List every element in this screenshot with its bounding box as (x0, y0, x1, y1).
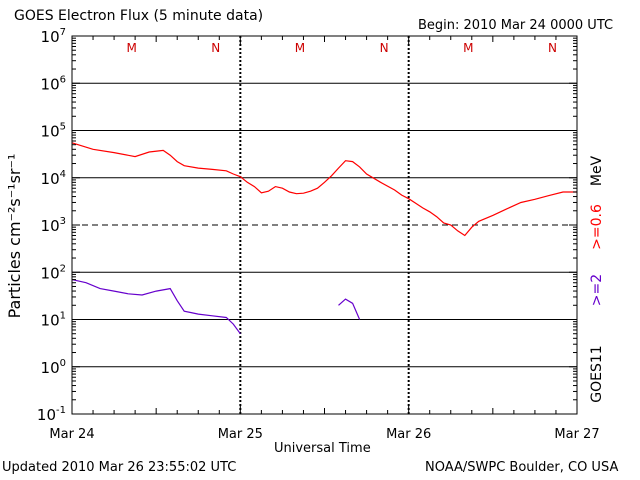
label-satellite: GOES11 (589, 345, 605, 402)
y-axis-label: Particles cm⁻²s⁻¹sr⁻¹ (5, 154, 24, 319)
axis-ticks (71, 36, 578, 415)
credit-line: NOAA/SWPC Boulder, CO USA (425, 460, 619, 475)
y-tick-label: 102 (41, 263, 66, 282)
y-axis-label-main: Particles cm⁻²s⁻¹sr⁻¹ (5, 154, 24, 319)
y-tick-label: 10-1 (37, 405, 66, 424)
begin-label: Begin: 2010 Mar 24 0000 UTC (418, 18, 614, 33)
y-tick-label: 101 (41, 311, 66, 330)
flux-series (71, 142, 577, 335)
y-tick-label: 103 (41, 216, 66, 235)
series-line-lo-energy (71, 279, 241, 335)
updated-timestamp: Updated 2010 Mar 26 23:55:02 UTC (2, 460, 237, 475)
chart-title: GOES Electron Flux (5 minute data) (14, 8, 264, 24)
mn-marker: M (126, 41, 136, 55)
right-side-labels: MeV >=0.6 >=2 GOES11 (589, 155, 605, 402)
x-tick-label: Mar 24 (49, 427, 94, 442)
mn-marker: M (463, 41, 473, 55)
y-tick-labels: 107 106 105 104 103 102 101 100 10-1 (37, 27, 66, 424)
series-line-lo-energy-peak (338, 298, 361, 320)
mn-marker: N (211, 41, 220, 55)
label-mev: MeV (589, 155, 605, 186)
x-tick-label: Mar 25 (218, 427, 263, 442)
grid-lines (72, 82, 577, 368)
y-tick-label: 104 (41, 169, 66, 188)
mn-marker: N (380, 41, 389, 55)
day-boundary-lines (239, 36, 410, 414)
y-tick-label: 100 (41, 358, 66, 377)
y-tick-label: 105 (41, 122, 66, 141)
x-tick-labels: Mar 24 Mar 25 Mar 26 Mar 27 (49, 427, 599, 442)
label-hi-energy: >=0.6 (589, 204, 605, 250)
x-tick-label: Mar 26 (386, 427, 431, 442)
mn-marker: M (295, 41, 305, 55)
y-tick-label: 106 (41, 74, 66, 93)
x-axis-label: Universal Time (274, 441, 371, 456)
series-line-hi-energy (71, 142, 577, 237)
x-tick-label: Mar 27 (554, 427, 599, 442)
label-lo-energy: >=2 (589, 274, 605, 306)
mn-marker: N (548, 41, 557, 55)
y-tick-label: 107 (41, 27, 66, 46)
